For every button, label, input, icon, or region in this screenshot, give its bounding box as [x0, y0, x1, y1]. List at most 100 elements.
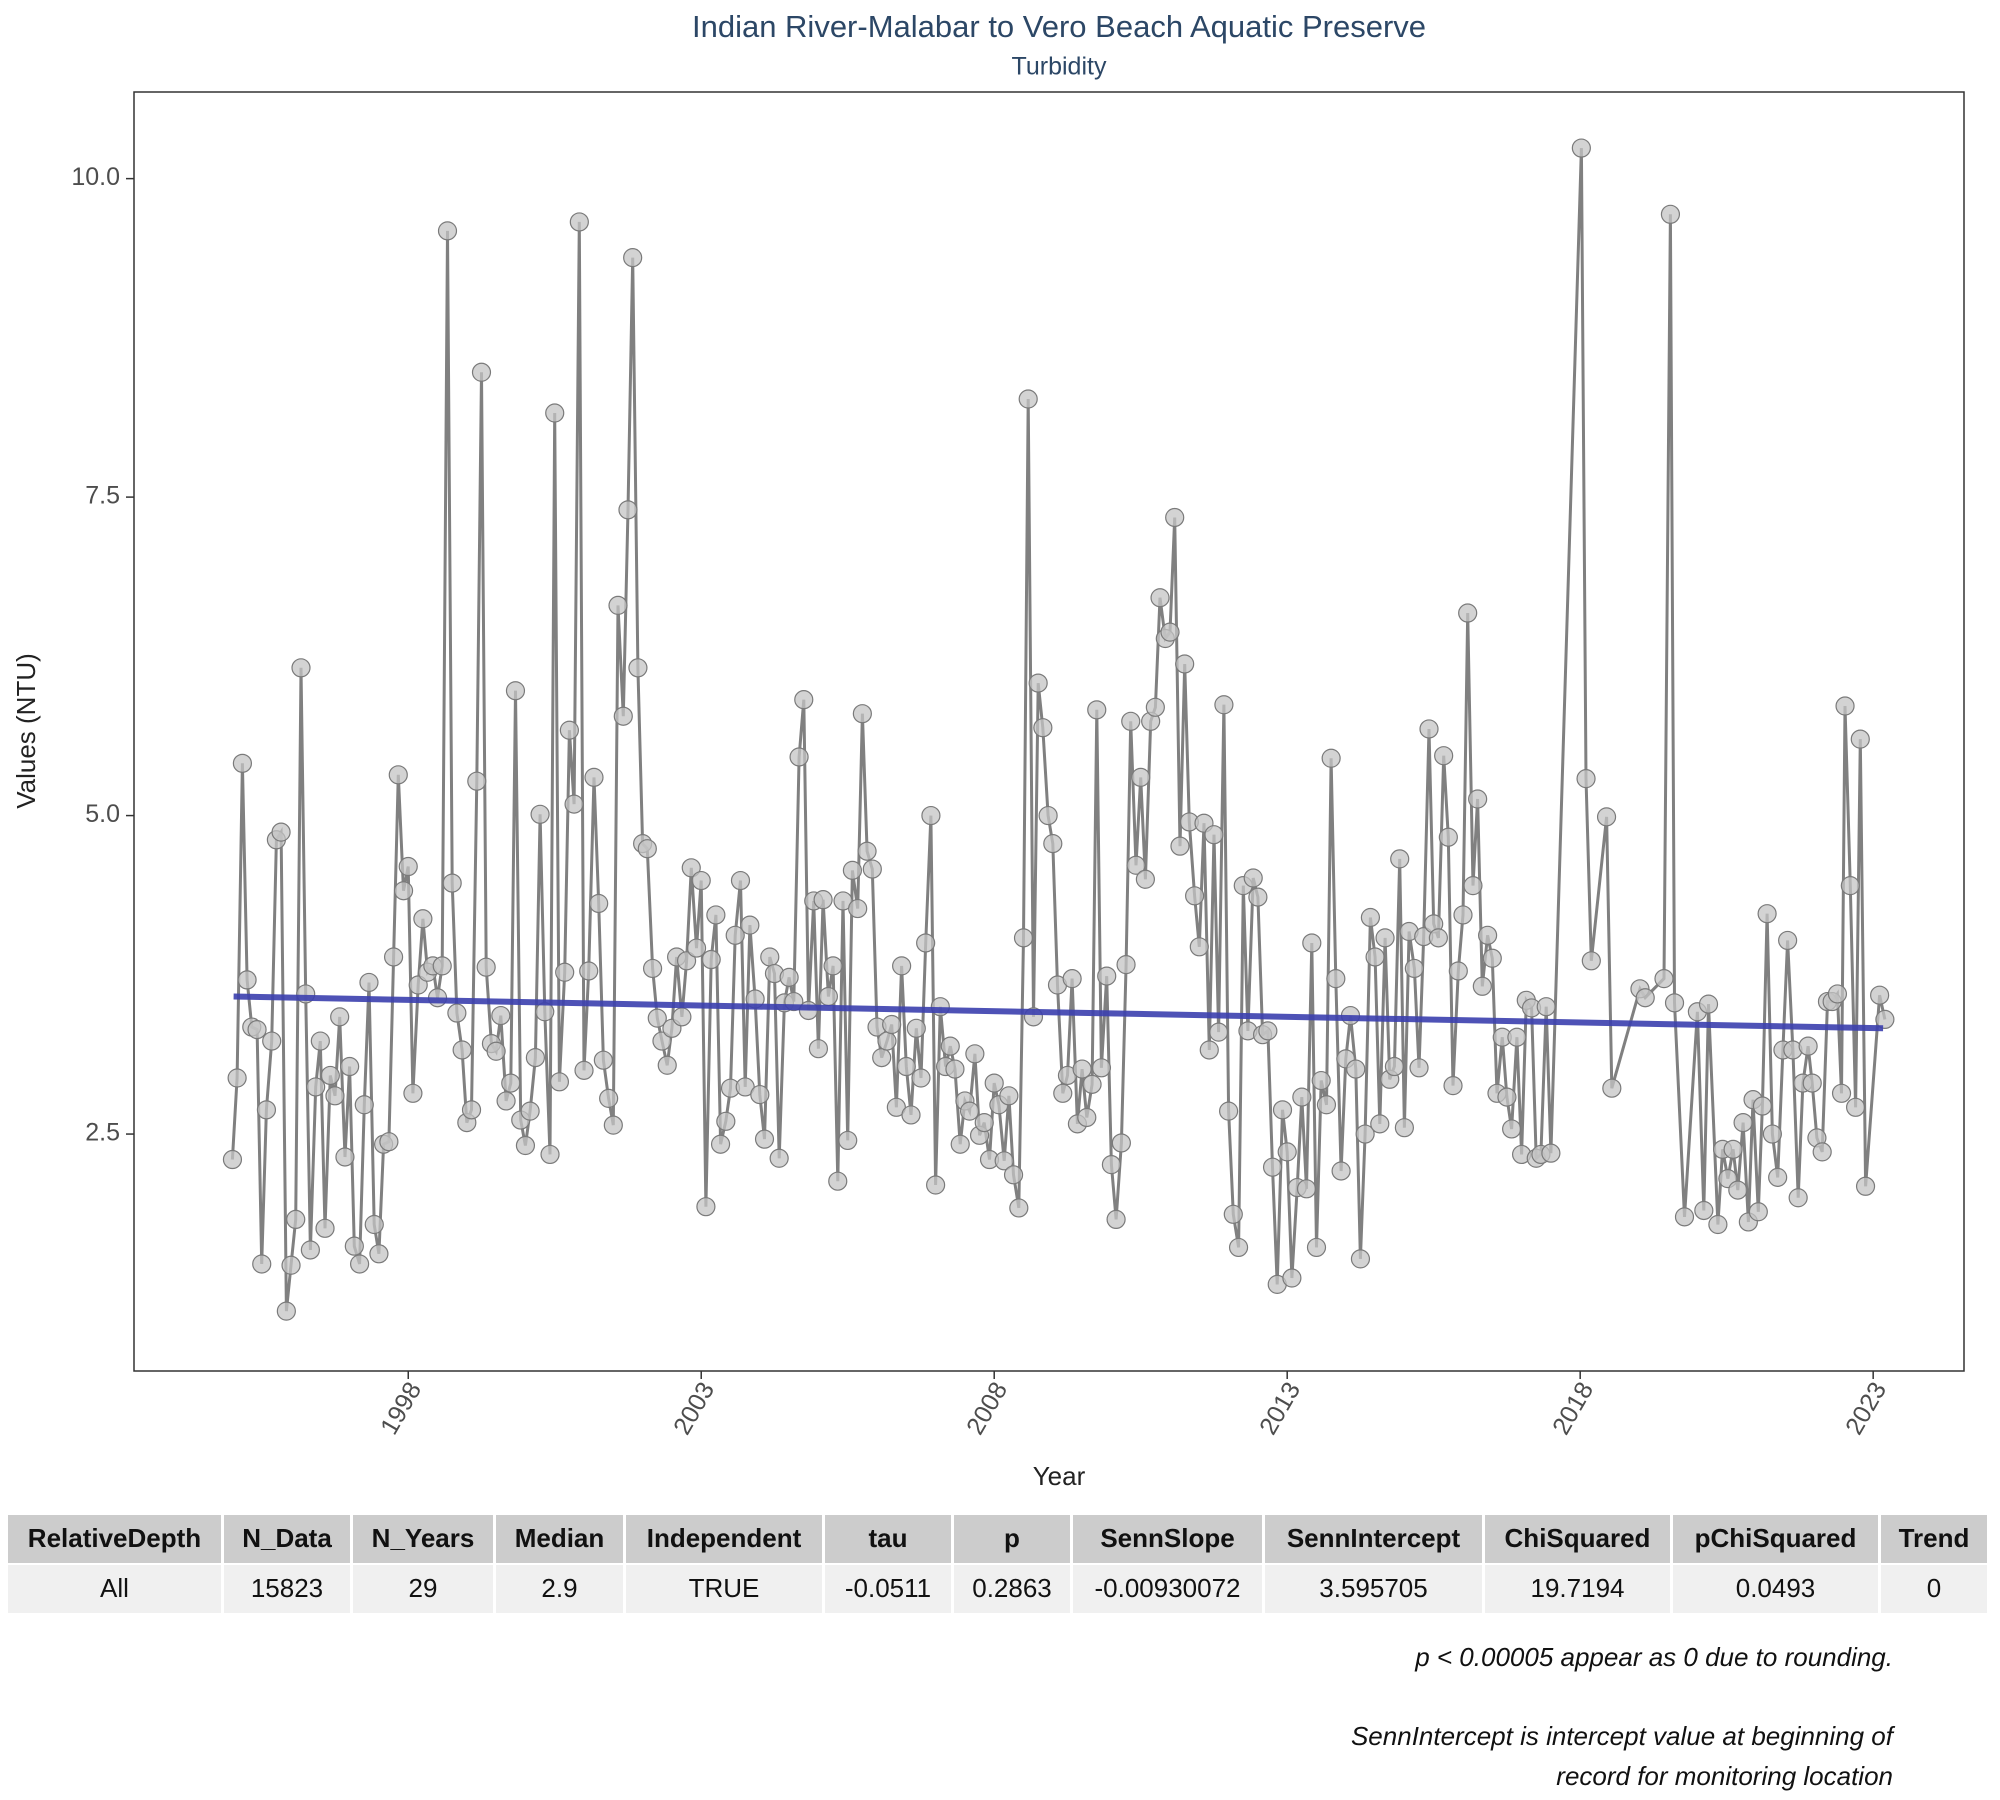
data-point [1850, 729, 1870, 749]
data-point [901, 1105, 921, 1125]
data-point [315, 1218, 335, 1238]
data-point [549, 1072, 570, 1092]
table-header-cell [8, 1515, 221, 1563]
data-point [325, 1086, 345, 1106]
data-point [994, 1151, 1014, 1171]
y-tick-label: 7.5 [85, 482, 120, 510]
data-point [1840, 876, 1860, 896]
data-point [1835, 696, 1855, 716]
data-point [1723, 1139, 1743, 1159]
data-point [320, 1065, 340, 1086]
data-point [1219, 1101, 1239, 1121]
data-point [1660, 204, 1681, 224]
data-point [1728, 1180, 1748, 1200]
data-point [1768, 1167, 1788, 1187]
data-point [1576, 769, 1596, 789]
data-point [344, 1236, 364, 1256]
data-point [252, 1254, 272, 1274]
table-header-text: Independent [647, 1523, 802, 1553]
data-point [926, 1175, 946, 1195]
data-point [227, 1068, 247, 1088]
table-header-cell [1073, 1515, 1262, 1563]
data-point [1404, 958, 1424, 979]
data-point [1316, 1095, 1337, 1115]
data-point [520, 1101, 540, 1121]
data-point [1209, 1022, 1229, 1042]
data-point [608, 595, 628, 615]
table-row-cell [1073, 1565, 1262, 1613]
x-axis-label: Year [1033, 1461, 1086, 1491]
data-point [1733, 1112, 1753, 1133]
data-point [1831, 1083, 1852, 1103]
data-point [555, 962, 575, 982]
x-tick-label: 2008 [961, 1377, 1013, 1439]
data-point [1150, 588, 1170, 608]
data-point [393, 881, 414, 901]
table-header-text: pChiSquared [1695, 1523, 1857, 1553]
data-point [1827, 984, 1848, 1004]
x-tick-label: 2023 [1840, 1377, 1892, 1439]
data-point [842, 860, 863, 880]
data-point [1812, 1142, 1832, 1162]
table-row-text: 29 [409, 1573, 438, 1603]
table-header-cell [353, 1515, 493, 1563]
data-point [1028, 673, 1048, 693]
data-point [593, 1050, 613, 1070]
data-point [1175, 654, 1195, 674]
data-point [437, 221, 458, 241]
table-row-text: -0.00930072 [1094, 1573, 1240, 1603]
table-row-cell [1881, 1565, 1987, 1613]
data-point [950, 1134, 970, 1154]
data-point [828, 1171, 848, 1191]
data-point [1708, 1214, 1728, 1235]
data-point [1258, 1021, 1278, 1041]
data-point [906, 1018, 926, 1038]
data-point [1087, 700, 1107, 720]
data-point [1596, 807, 1617, 827]
table-row-cell [224, 1565, 350, 1613]
data-line [230, 148, 1887, 1312]
table-row-text: 2.9 [541, 1573, 577, 1603]
data-point [540, 1144, 560, 1165]
data-point [696, 1197, 716, 1217]
data-point [1033, 718, 1053, 738]
data-point [603, 1115, 623, 1135]
data-point [974, 1112, 994, 1133]
data-point [652, 1031, 672, 1051]
data-point [1390, 849, 1410, 869]
table-header-text: SennIntercept [1287, 1523, 1461, 1553]
data-point [818, 986, 838, 1007]
x-tick-label: 2013 [1254, 1377, 1306, 1439]
data-point [848, 898, 868, 919]
data-point [1277, 1142, 1297, 1162]
data-point [789, 747, 809, 767]
data-point [354, 1095, 374, 1115]
data-point [911, 1068, 931, 1088]
y-tick-label: 2.5 [85, 1119, 120, 1147]
data-point [1131, 767, 1151, 787]
data-point [1038, 805, 1058, 826]
data-point [1311, 1070, 1331, 1091]
data-point [1013, 928, 1034, 948]
data-point [676, 951, 697, 971]
table-header-cell [1485, 1515, 1670, 1563]
data-point [1282, 1268, 1302, 1288]
data-point [725, 925, 745, 945]
data-point [857, 841, 877, 861]
data-point [1043, 834, 1063, 854]
data-point [1145, 697, 1165, 717]
data-point [710, 1134, 731, 1154]
data-point [256, 1100, 277, 1120]
data-point [716, 1111, 736, 1131]
data-point [984, 1073, 1004, 1093]
data-point [1802, 1073, 1822, 1093]
note: record for monitoring location [1556, 1761, 1893, 1791]
table-row-text: 0 [1927, 1573, 1941, 1603]
data-point [471, 362, 492, 382]
data-point [877, 1031, 897, 1051]
data-point [945, 1059, 965, 1079]
table-header-text: RelativeDepth [28, 1523, 201, 1553]
data-point [1855, 1176, 1876, 1196]
data-point [1798, 1036, 1818, 1056]
